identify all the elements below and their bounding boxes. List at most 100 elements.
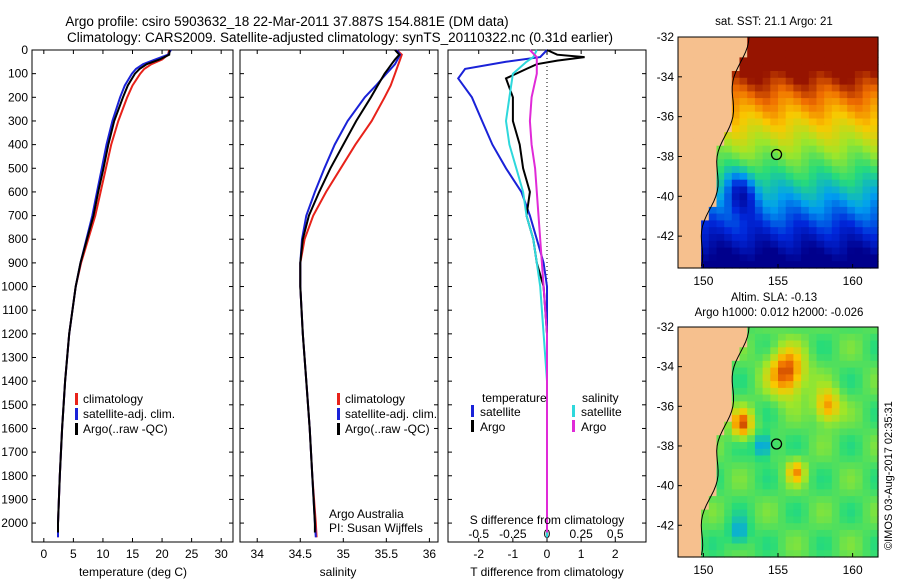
map-cell — [724, 172, 733, 181]
map-cell — [816, 442, 825, 450]
map-cell — [731, 145, 741, 154]
map-cell — [854, 455, 864, 463]
map-cell — [801, 166, 810, 174]
map-cell — [793, 367, 802, 375]
map-cell — [816, 138, 825, 147]
map-cell — [870, 354, 879, 362]
map-cell — [870, 469, 879, 477]
map-cell — [693, 159, 702, 167]
map-cell — [785, 394, 794, 402]
map-cell — [847, 247, 856, 255]
map-cell — [847, 455, 856, 463]
map-cell — [716, 354, 725, 362]
map-cell — [793, 261, 802, 269]
map-cell — [747, 509, 756, 517]
map-cell — [808, 43, 818, 52]
map-cell — [739, 435, 748, 443]
map-cell — [847, 43, 856, 52]
map-cell — [785, 254, 794, 262]
map-cell — [816, 213, 825, 221]
map-cell — [824, 172, 833, 181]
map-cell — [847, 240, 856, 249]
y-tick-label: 1400 — [1, 374, 28, 388]
map-cell — [739, 125, 748, 133]
map-cell — [785, 327, 794, 335]
map-cell — [854, 64, 864, 72]
map-cell — [701, 98, 710, 106]
map-cell — [831, 111, 841, 120]
map-cell — [854, 381, 864, 389]
map-cell — [793, 57, 802, 65]
map-cell — [793, 227, 802, 235]
map-cell — [724, 111, 733, 120]
map-cell — [808, 254, 818, 262]
map-cell — [731, 152, 741, 160]
map-cell — [831, 327, 841, 335]
map-cell — [847, 354, 856, 362]
map-cell — [724, 428, 733, 436]
map-cell — [762, 37, 771, 45]
map-cell — [754, 186, 764, 194]
map-cell — [770, 138, 779, 147]
map-cell — [678, 543, 687, 551]
map-cell — [747, 159, 756, 167]
map-cell — [816, 247, 825, 255]
map-cell — [862, 523, 871, 531]
y-tick-label: -38 — [657, 439, 675, 453]
map-cell — [793, 98, 802, 106]
map-cell — [816, 509, 825, 517]
map-cell — [708, 387, 718, 396]
map-cell — [693, 125, 702, 133]
map-cell — [762, 138, 771, 147]
map-cell — [816, 98, 825, 106]
y-tick-label: 100 — [8, 67, 28, 81]
map-cell — [754, 354, 764, 362]
map-cell — [678, 367, 687, 375]
map-cell — [839, 172, 848, 181]
map-cell — [731, 536, 741, 545]
map-cell — [824, 43, 833, 52]
map-cell — [793, 111, 802, 120]
x-tick-label: 155 — [768, 563, 788, 577]
map-cell — [816, 227, 825, 235]
map-cell — [854, 327, 864, 335]
map-cell — [824, 360, 833, 369]
legend-satellite: satellite-adj. clim. — [83, 407, 175, 421]
map-cell — [724, 64, 733, 72]
map-cell — [854, 43, 864, 52]
map-cell — [685, 387, 694, 396]
map-cell — [747, 132, 756, 140]
map-cell — [801, 57, 810, 65]
map-cell — [770, 536, 779, 545]
map-cell — [862, 179, 871, 188]
map-cell — [754, 475, 764, 484]
map-cell — [724, 37, 733, 45]
map-cell — [685, 489, 694, 497]
map-cell — [693, 414, 702, 423]
map-cell — [731, 91, 741, 99]
sla-map-title: Altim. SLA: -0.13 — [731, 292, 817, 304]
map-cell — [824, 50, 833, 58]
map-cell — [801, 347, 810, 355]
map-cell — [701, 394, 710, 402]
map-cell — [793, 489, 802, 497]
map-cell — [724, 536, 733, 545]
map-cell — [785, 360, 794, 369]
map-cell — [770, 57, 779, 65]
map-cell — [747, 354, 756, 362]
map-cell — [747, 77, 756, 86]
map-cell — [801, 138, 810, 147]
map-cell — [785, 132, 794, 140]
map-cell — [831, 381, 841, 389]
map-cell — [708, 401, 718, 409]
map-cell — [701, 91, 710, 99]
map-cell — [870, 475, 879, 484]
map-cell — [808, 401, 818, 409]
map-cell — [808, 516, 818, 524]
y-tick-label: 1900 — [1, 492, 28, 506]
map-cell — [831, 247, 841, 255]
map-cell — [685, 333, 694, 342]
map-cell — [816, 234, 825, 242]
map-cell — [762, 132, 771, 140]
map-cell — [816, 381, 825, 389]
